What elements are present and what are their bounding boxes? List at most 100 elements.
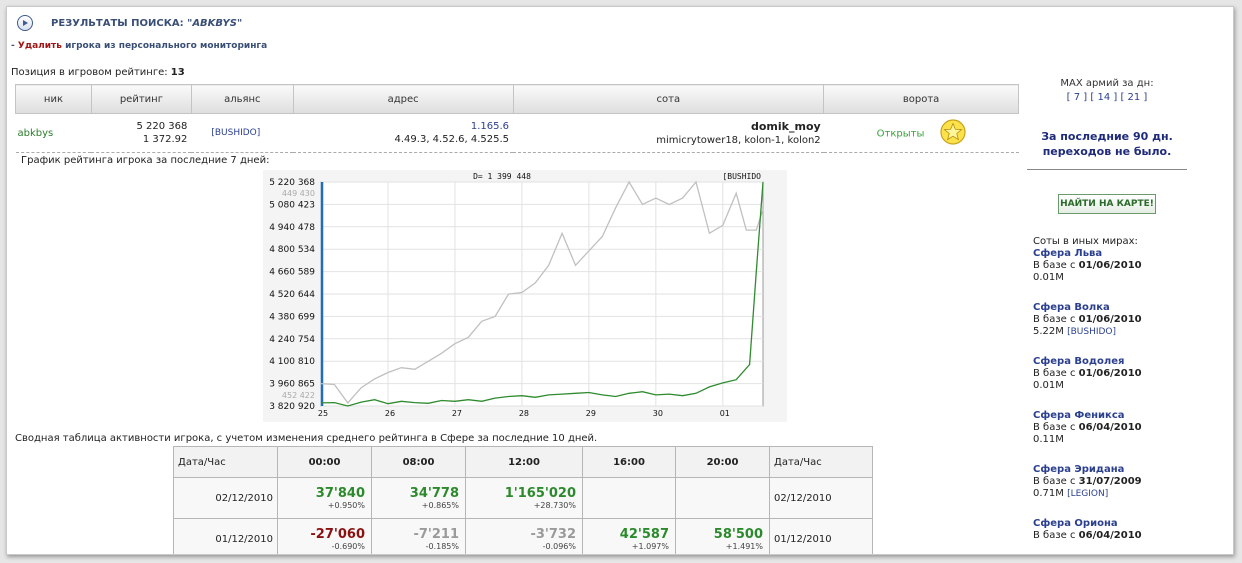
act-cell: 37'840 +0.950% <box>277 477 372 519</box>
world-item: Сфера Эридана В базе с 31/07/2009 0.71M [L… <box>1033 464 1187 500</box>
world-name-link[interactable]: Сфера Водолея <box>1033 356 1125 367</box>
world-since: В базе с 01/06/2010 <box>1033 260 1142 271</box>
x-tick-label: 28 <box>519 409 529 418</box>
y-tick-label: 4 520 644 <box>269 290 315 300</box>
world-item: Сфера Ориона В базе с 06/04/2010 <box>1033 518 1187 542</box>
y-tick-label: 4 380 699 <box>269 312 315 322</box>
act-header-hour: 00:00 <box>277 446 372 478</box>
rating-chart: 5 220 368 5 080 423 4 940 478 4 800 534 4 66… <box>263 170 797 425</box>
x-tick-label: 26 <box>385 409 395 418</box>
y-tick-label: 3 820 920 <box>269 402 315 412</box>
col-rating: рейтинг <box>90 84 192 114</box>
player-address: 1.165.6 4.49.3, 4.52.6, 4.525.5 <box>293 113 514 153</box>
results-title: РЕЗУЛЬТАТЫ ПОИСКА: "ABKBYS" <box>51 17 243 29</box>
world-since: В базе с 01/06/2010 <box>1033 314 1142 325</box>
world-alliance-link[interactable]: [BUSHIDO] <box>1067 327 1117 337</box>
remove-monitoring-link[interactable]: Удалить <box>17 41 62 51</box>
x-tick-label: 01 <box>720 409 730 418</box>
col-gates: ворота <box>823 84 1019 114</box>
player-rating: 5 220 368 1 372.92 <box>91 113 192 153</box>
table-row: 01/12/2010 -27'060 -0.690% -7'211 -0.185% … <box>173 518 873 554</box>
player-nick[interactable]: abkbys <box>15 113 92 153</box>
act-header-hour: 20:00 <box>675 446 770 478</box>
sidebar: MAX армий за дн: [ 7 ] [ 14 ] [ 21 ] За … <box>1027 77 1187 554</box>
act-cell: -3'732 -0.096% <box>465 518 583 554</box>
world-name-link[interactable]: Сфера Феникса <box>1033 410 1125 421</box>
y-tick-label: 4 100 810 <box>269 357 315 367</box>
play-icon[interactable] <box>17 15 33 31</box>
secondary-tick-label: 452 422 <box>282 391 315 400</box>
world-size: 5.22M [BUSHIDO] <box>1033 326 1117 337</box>
page: РЕЗУЛЬТАТЫ ПОИСКА: "ABKBYS" - Удалить иг… <box>6 6 1234 555</box>
address-link[interactable]: 1.165.6 <box>470 121 510 132</box>
col-sota: сота <box>512 84 825 114</box>
max-armies: MAX армий за дн: [ 7 ] [ 14 ] [ 21 ] <box>1060 78 1154 103</box>
table-row: 02/12/2010 37'840 +0.950% 34'778 +0.865% 1… <box>173 477 873 519</box>
act-header-hour: 12:00 <box>465 446 583 478</box>
act-date: 01/12/2010 <box>173 518 278 554</box>
max-armies-21-link[interactable]: [ 21 ] <box>1120 92 1148 103</box>
act-date: 02/12/2010 <box>173 477 278 519</box>
y-tick-label: 5 220 368 <box>269 178 315 188</box>
world-size: 0.71M [LEGION] <box>1033 488 1109 499</box>
col-nick: ник <box>15 84 92 114</box>
x-tick-label: 25 <box>318 409 328 418</box>
act-header-date-left: Дата/Час <box>173 446 278 478</box>
act-date: 01/12/2010 <box>769 518 873 554</box>
y-tick-label: 3 960 865 <box>269 380 315 390</box>
world-name-link[interactable]: Сфера Ориона <box>1033 518 1118 529</box>
world-size: 0.11M <box>1033 434 1064 445</box>
star-icon[interactable] <box>939 118 966 148</box>
world-alliance-link[interactable]: [LEGION] <box>1067 489 1109 499</box>
worlds-title: Соты в иных мирах: <box>1033 236 1138 247</box>
x-tick-label: 27 <box>452 409 462 418</box>
world-item: Сфера Феникса В базе с 06/04/2010 0.11M <box>1033 410 1187 446</box>
max-armies-14-link[interactable]: [ 14 ] <box>1090 92 1118 103</box>
act-cell: 1'165'020 +28.730% <box>465 477 583 519</box>
world-since: В базе с 01/06/2010 <box>1033 368 1142 379</box>
player-alliance[interactable]: [BUSHIDO] <box>191 113 294 153</box>
world-name-link[interactable]: Сфера Эридана <box>1033 464 1125 475</box>
world-item: Сфера Водолея В базе с 01/06/2010 0.01M <box>1033 356 1187 392</box>
world-since: В базе с 06/04/2010 <box>1033 422 1142 433</box>
y-tick-label: 4 940 478 <box>269 223 315 233</box>
activity-table: Дата/Час 00:00 08:00 12:00 16:00 20:00 Д… <box>173 446 873 554</box>
monitoring-line: - Удалить игрока из персонального монито… <box>11 41 268 51</box>
no-transitions-note: За последние 90 дн. переходов не было. <box>1027 129 1187 170</box>
table-row: abkbys 5 220 368 1 372.92 [BUSHIDO] 1.165… <box>15 113 1019 153</box>
x-tick-label: 29 <box>586 409 596 418</box>
act-header-date-right: Дата/Час <box>769 446 873 478</box>
world-name-link[interactable]: Сфера Волка <box>1033 302 1110 313</box>
act-header-hour: 08:00 <box>371 446 466 478</box>
find-on-map-button[interactable]: НАЙТИ НА КАРТЕ! <box>1058 194 1156 214</box>
secondary-tick-label: 449 430 <box>282 189 315 198</box>
summary-caption: Сводная таблица активности игрока, с уче… <box>15 433 598 444</box>
other-worlds: Соты в иных мирах: Сфера Льва В базе с 01… <box>1033 236 1187 542</box>
y-tick-label: 4 800 534 <box>269 245 315 255</box>
x-tick-label: 30 <box>653 409 663 418</box>
act-cell: -7'211 -0.185% <box>371 518 466 554</box>
series-line-0 <box>320 180 764 404</box>
world-item: Сфера Льва В базе с 01/06/2010 0.01M <box>1033 248 1187 284</box>
col-alliance: альянс <box>190 84 294 114</box>
y-tick-label: 4 240 754 <box>269 335 315 345</box>
world-since: В базе с 31/07/2009 <box>1033 476 1142 487</box>
act-cell: 34'778 +0.865% <box>371 477 466 519</box>
player-table: ник рейтинг альянс адрес сота ворота abk… <box>15 84 1019 153</box>
chart-title: D= 1 399 448 <box>473 172 531 181</box>
act-cell <box>582 477 676 519</box>
world-name-link[interactable]: Сфера Льва <box>1033 248 1103 259</box>
chart-alliance-label: [BUSHIDO <box>722 172 761 181</box>
world-size: 0.01M <box>1033 380 1064 391</box>
act-date: 02/12/2010 <box>769 477 873 519</box>
world-item: Сфера Волка В базе с 01/06/2010 5.22M [BUS… <box>1033 302 1187 338</box>
world-size: 0.01M <box>1033 272 1064 283</box>
act-cell: 58'500 +1.491% <box>675 518 770 554</box>
act-cell: 42'587 +1.097% <box>582 518 676 554</box>
rating-chart-svg: 5 220 368 5 080 423 4 940 478 4 800 534 4 66… <box>263 170 797 422</box>
max-armies-7-link[interactable]: [ 7 ] <box>1066 92 1088 103</box>
act-cell <box>675 477 770 519</box>
y-tick-label: 4 660 589 <box>269 268 315 278</box>
act-cell: -27'060 -0.690% <box>277 518 372 554</box>
player-sota: domik_moy mimicrytower18, kolon-1, kolon… <box>513 113 824 153</box>
